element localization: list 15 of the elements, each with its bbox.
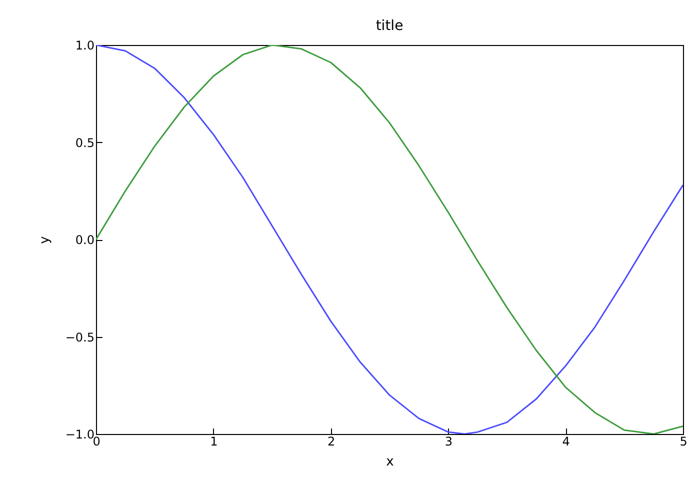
x-axis-title: x	[386, 454, 394, 470]
y-tick-label: −1.0	[65, 428, 94, 442]
x-tick-label: 4	[562, 434, 570, 448]
x-tick-label: 2	[327, 434, 336, 448]
x-tick-label: 0	[92, 434, 100, 448]
y-tick-label: 0.0	[75, 233, 94, 247]
y-axis-title: y	[37, 236, 52, 244]
x-tick-label: 3	[444, 434, 453, 448]
x-tick-label: 1	[210, 434, 218, 448]
x-tick-label: 5	[680, 434, 688, 448]
line-series	[96, 45, 683, 434]
y-tick-label: 0.5	[75, 136, 94, 150]
chart-title: title	[376, 18, 404, 34]
y-tick-label: −0.5	[65, 330, 94, 344]
y-tick-label: 1.0	[75, 38, 94, 52]
